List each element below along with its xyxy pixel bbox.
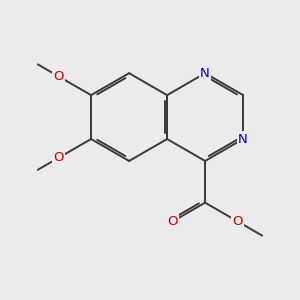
Text: O: O bbox=[53, 70, 64, 83]
Text: O: O bbox=[232, 215, 243, 228]
Text: O: O bbox=[53, 151, 64, 164]
Text: N: N bbox=[200, 67, 210, 80]
Text: O: O bbox=[168, 215, 178, 228]
Text: N: N bbox=[238, 133, 248, 146]
